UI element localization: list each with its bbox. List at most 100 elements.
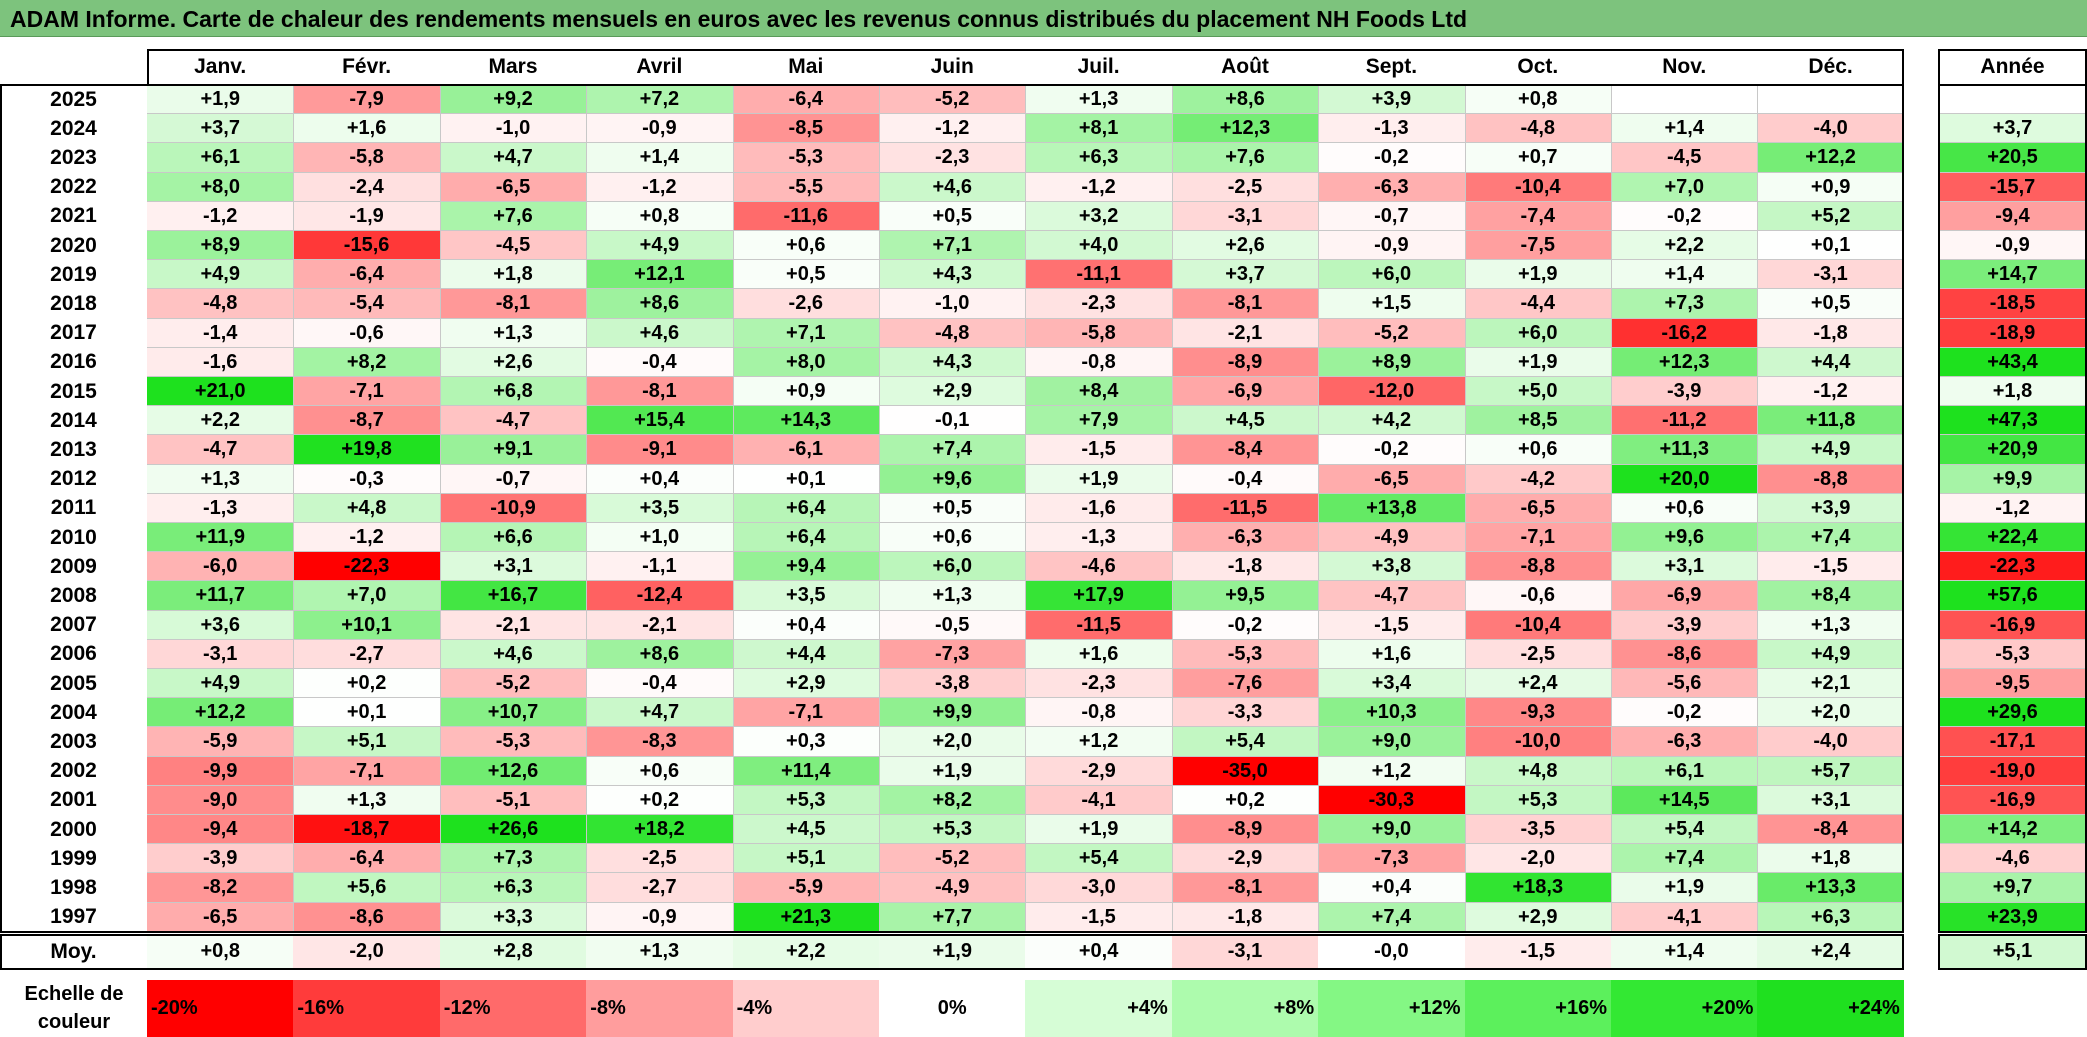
heatmap-cell: +6,4: [732, 523, 879, 553]
average-cell: +1,9: [879, 933, 1026, 970]
heatmap-cell: +8,1: [1025, 114, 1172, 144]
heatmap-cell: -8,1: [586, 377, 733, 407]
heatmap-cell: -4,7: [147, 435, 294, 465]
heatmap-cell: +6,3: [439, 873, 587, 903]
average-cell: +0,4: [1025, 933, 1172, 970]
heatmap-cell: -8,1: [1171, 289, 1319, 319]
heatmap-cell: +1,0: [586, 523, 733, 553]
heatmap-cell: -2,0: [1464, 844, 1611, 874]
heatmap-cell: -0,1: [879, 406, 1026, 436]
heatmap-cell: +8,6: [1171, 85, 1319, 115]
heatmap-cell: +0,5: [879, 201, 1026, 231]
year-label: 2022: [50, 175, 97, 199]
heatmap-cell: +7,9: [1025, 406, 1172, 436]
annual-cell: -17,1: [1938, 727, 2087, 757]
heatmap-cell: -11,5: [1025, 610, 1172, 640]
year-label: 2017: [50, 321, 97, 345]
heatmap-cell: +7,3: [1611, 289, 1758, 319]
heatmap-cell: -4,0: [1757, 114, 1904, 144]
heatmap-cell: -4,8: [1464, 114, 1611, 144]
grid-line: [1318, 85, 1320, 932]
month-header: Avril: [636, 54, 683, 78]
heatmap-cell: +4,6: [439, 639, 587, 669]
heatmap-cell: +5,7: [1757, 756, 1904, 786]
heatmap-cell: -1,5: [1318, 610, 1465, 640]
grid-line: [1938, 259, 2087, 261]
color-scale-stop: +24%: [1757, 980, 1904, 1037]
heatmap-cell: +4,8: [293, 493, 440, 523]
year-header: Année: [1980, 54, 2045, 78]
heatmap-cell: +4,9: [147, 669, 294, 699]
year-label: 2003: [50, 729, 97, 753]
heatmap-cell: +14,3: [732, 406, 879, 436]
heatmap-cell: -2,3: [1025, 289, 1172, 319]
heatmap-cell: +3,1: [1757, 785, 1904, 815]
heatmap-cell: -1,5: [1025, 435, 1172, 465]
heatmap-cell: +18,3: [1464, 873, 1611, 903]
heatmap-cell: -6,5: [147, 902, 294, 932]
heatmap-cell: -11,2: [1611, 406, 1758, 436]
grid-line: [1938, 901, 2087, 903]
heatmap-cell: +4,8: [1464, 756, 1611, 786]
heatmap-cell: +7,4: [879, 435, 1026, 465]
heatmap-cell: +1,9: [147, 85, 294, 115]
heatmap-cell: -2,1: [439, 610, 587, 640]
color-scale-stop: -12%: [439, 980, 587, 1037]
year-label: 2012: [50, 467, 97, 491]
heatmap-cell: -22,3: [293, 552, 440, 582]
grid-line: [1938, 697, 2087, 699]
heatmap-cell: -7,3: [1318, 844, 1465, 874]
year-label: 2024: [50, 116, 97, 140]
heatmap-cell: +6,6: [439, 523, 587, 553]
grid-line: [1938, 463, 2087, 465]
heatmap-cell: +8,0: [147, 172, 294, 202]
heatmap-cell: -0,2: [1611, 201, 1758, 231]
heatmap-cell: +7,2: [586, 85, 733, 115]
year-label: 1999: [50, 846, 97, 870]
grid-line: [1025, 85, 1027, 932]
heatmap-cell: +6,1: [1611, 756, 1758, 786]
heatmap-cell: -8,5: [732, 114, 879, 144]
heatmap-cell: +9,0: [1318, 815, 1465, 845]
heatmap-cell: -8,9: [1171, 347, 1319, 377]
heatmap-cell: +4,7: [586, 698, 733, 728]
grid-line: [879, 85, 880, 932]
heatmap-cell: +8,9: [1318, 347, 1465, 377]
annual-cell: -22,3: [1938, 552, 2087, 582]
year-label: 2025: [50, 87, 97, 111]
year-label: 1998: [50, 875, 97, 899]
heatmap-cell: -0,6: [1464, 581, 1611, 611]
heatmap-cell: +2,2: [147, 406, 294, 436]
grid-line: [1938, 376, 2087, 377]
heatmap-cell: +6,3: [1025, 143, 1172, 173]
heatmap-cell: -6,3: [1318, 172, 1465, 202]
heatmap-cell: +4,6: [586, 318, 733, 348]
heatmap-cell: +5,4: [1611, 815, 1758, 845]
heatmap-cell: +13,3: [1757, 873, 1904, 903]
heatmap-cell: -8,8: [1464, 552, 1611, 582]
heatmap-cell: +2,0: [1757, 698, 1904, 728]
heatmap-cell: -0,2: [1318, 435, 1465, 465]
heatmap-cell: -10,0: [1464, 727, 1611, 757]
heatmap-cell: +0,5: [879, 493, 1026, 523]
year-label: 2020: [50, 233, 97, 257]
heatmap-cell: -0,9: [586, 114, 733, 144]
heatmap-cell: -1,6: [1025, 493, 1172, 523]
heatmap-cell: +3,7: [147, 114, 294, 144]
heatmap-cell: +7,0: [1611, 172, 1758, 202]
heatmap-cell: +11,9: [147, 523, 294, 553]
heatmap-cell: -1,1: [586, 552, 733, 582]
grid-line: [1938, 200, 2087, 202]
heatmap-cell: -4,9: [879, 873, 1026, 903]
heatmap-cell: -9,0: [147, 785, 294, 815]
annual-cell: +22,4: [1938, 523, 2087, 553]
heatmap-cell: +2,2: [1611, 231, 1758, 261]
heatmap-cell: -7,9: [293, 85, 440, 115]
grid-line: [1938, 492, 2087, 494]
year-label: 2009: [50, 554, 97, 578]
heatmap-cell: -6,5: [1318, 464, 1465, 494]
grid-line: [1938, 755, 2087, 757]
year-label: 2005: [50, 671, 97, 695]
heatmap-cell: +0,2: [1171, 785, 1319, 815]
heatmap-cell: -0,4: [1171, 464, 1319, 494]
